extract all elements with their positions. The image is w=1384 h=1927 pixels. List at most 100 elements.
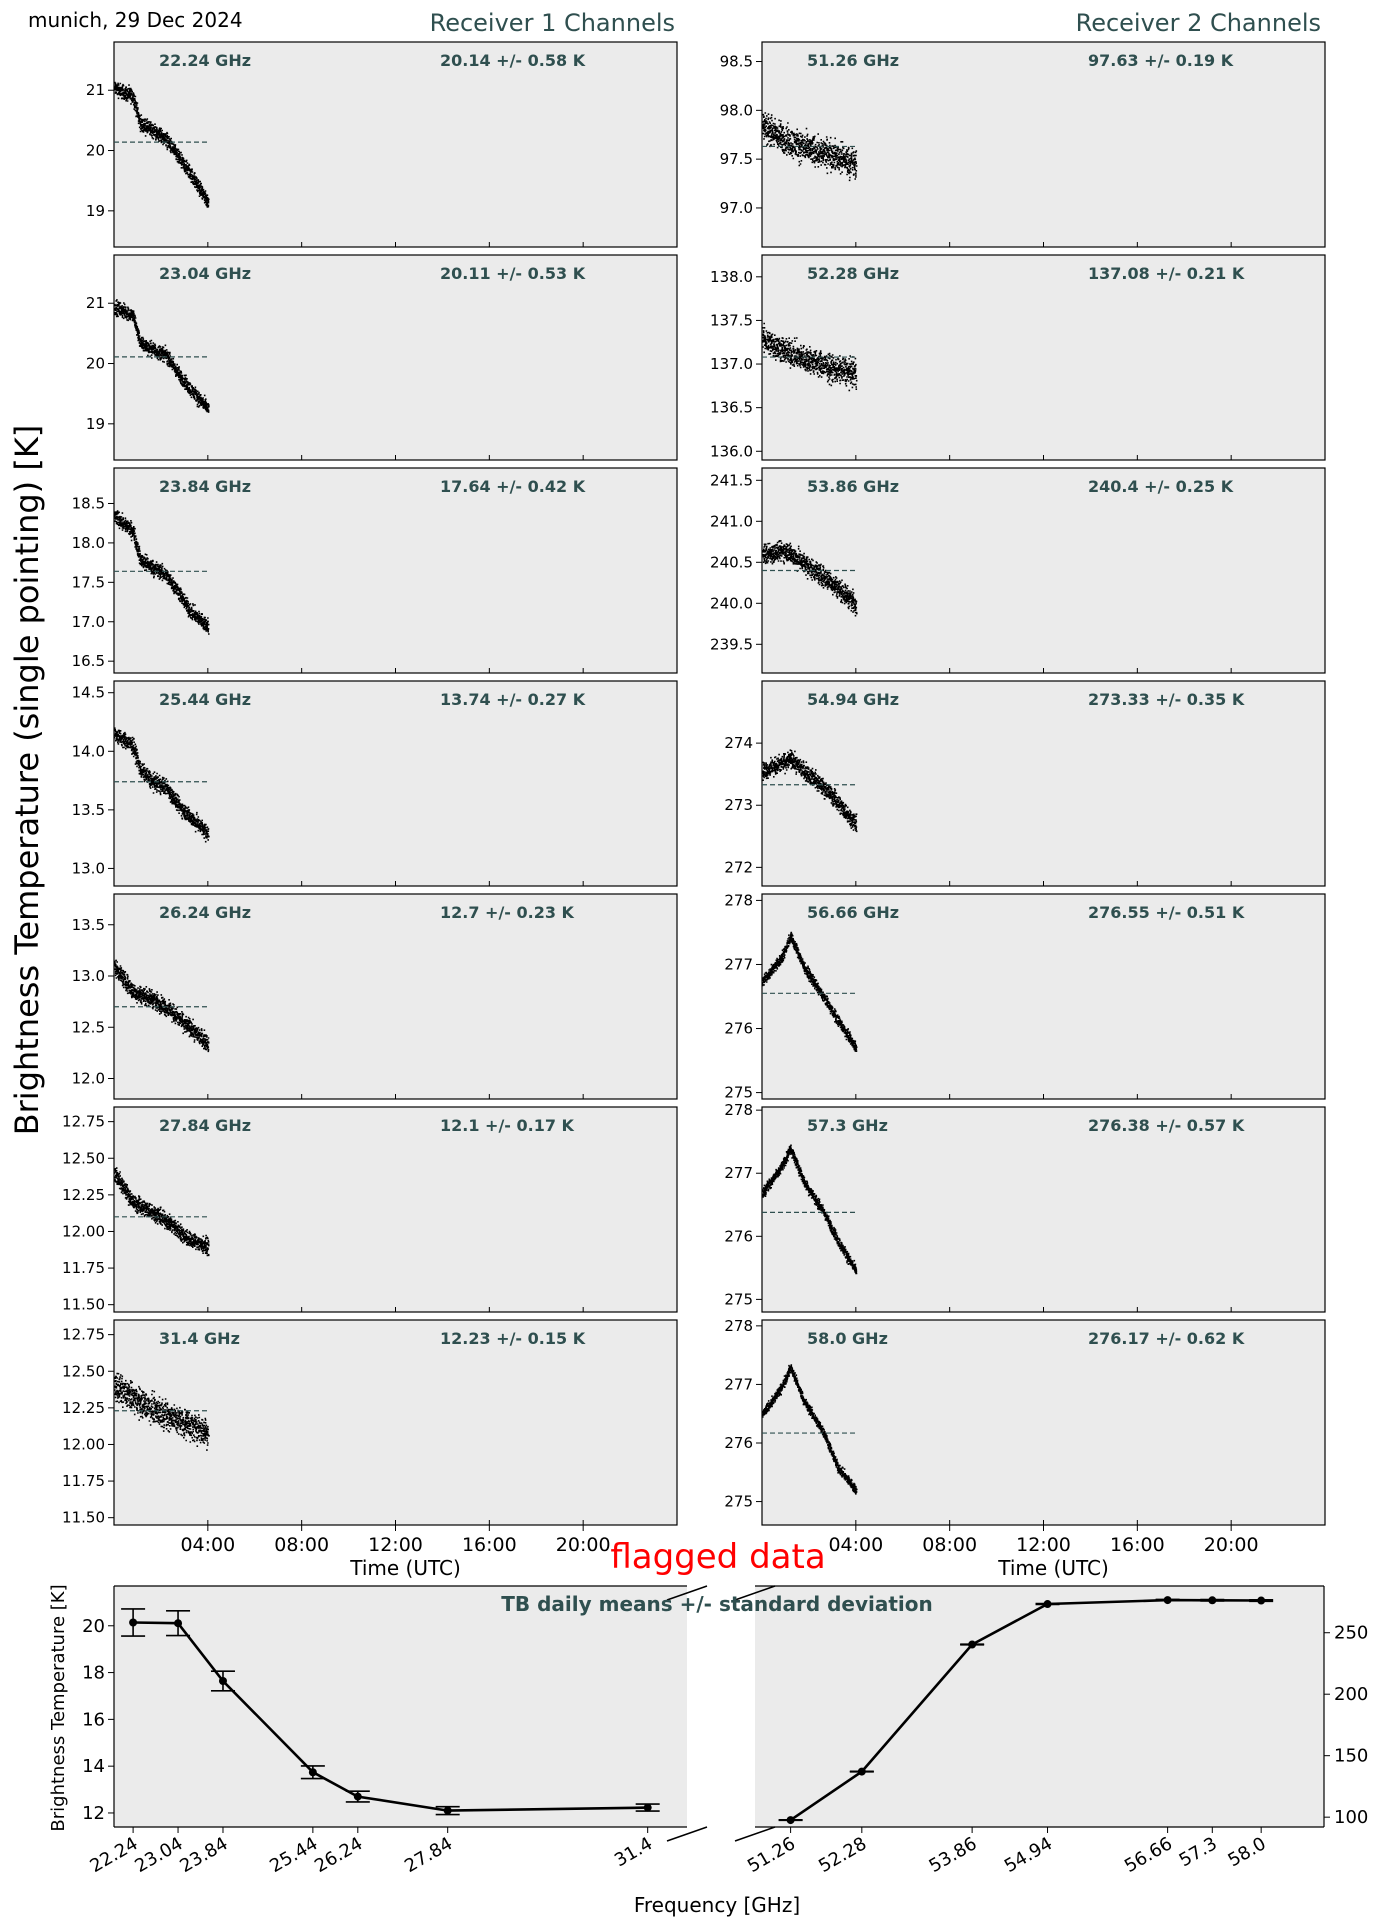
y-tick-label: 20 xyxy=(86,142,105,160)
scatter-points xyxy=(761,1144,858,1275)
summary-segment-1: 100 150 200 250 51.26 52.28 53.86 54.94 56.66 57.… xyxy=(744,1585,1368,1877)
y-tick-label: 277 xyxy=(724,1375,753,1393)
y-tick-label: 13.5 xyxy=(72,916,105,934)
y-tick-label: 11.75 xyxy=(62,1472,105,1490)
y-tick-label: 240.0 xyxy=(710,594,753,612)
panel-background xyxy=(761,680,1326,887)
axis-break-mark xyxy=(666,1585,708,1601)
y-tick-label: 12.00 xyxy=(62,1222,105,1240)
stats-label: 276.55 +/- 0.51 K xyxy=(1088,903,1245,922)
scatter-points xyxy=(761,931,858,1052)
stats-label: 12.7 +/- 0.23 K xyxy=(440,903,575,922)
y-tick-label: 97.0 xyxy=(720,199,753,217)
y-tick-label: 98.5 xyxy=(720,53,753,71)
mean-marker xyxy=(857,1767,866,1776)
panel-1-3: 272 273 274 54.94 GHz 273.33 +/- 0.35 K xyxy=(724,680,1326,887)
x-axis-0: 04:00 08:00 12:00 16:00 20:00 Time (UTC) xyxy=(180,1525,611,1580)
panel-0-0: 19 20 21 22.24 GHz 20.14 +/- 0.58 K xyxy=(86,41,678,248)
stats-label: 240.4 +/- 0.25 K xyxy=(1088,477,1234,496)
x-tick-label: 16:00 xyxy=(462,1534,517,1556)
y-tick-label: 272 xyxy=(724,858,753,876)
y-tick-label: 241.0 xyxy=(710,512,753,530)
flagged-data-label: flagged data xyxy=(610,1537,825,1577)
panel-background xyxy=(113,254,678,461)
stats-label: 276.38 +/- 0.57 K xyxy=(1088,1116,1245,1135)
panel-background xyxy=(113,893,678,1100)
y-tick-label: 136.0 xyxy=(710,442,753,460)
panel-1-6: 275 276 277 278 58.0 GHz 276.17 +/- 0.62 K xyxy=(724,1317,1326,1526)
x-tick-label: 20:00 xyxy=(556,1534,611,1556)
stats-label: 13.74 +/- 0.27 K xyxy=(440,690,586,709)
stats-label: 276.17 +/- 0.62 K xyxy=(1088,1329,1245,1348)
y-tick-label: 12.0 xyxy=(72,1070,105,1088)
scatter-points xyxy=(762,1364,858,1495)
x-tick-label: 23.84 xyxy=(176,1833,231,1877)
x-tick-label: 26.24 xyxy=(311,1833,366,1877)
x-tick-label: 16:00 xyxy=(1110,1534,1165,1556)
y-tick-label: 97.5 xyxy=(720,150,753,168)
y-tick-label: 19 xyxy=(86,202,105,220)
y-tick-label: 275 xyxy=(724,1084,753,1102)
x-tick-label: 20:00 xyxy=(1204,1534,1259,1556)
y-tick-label: 21 xyxy=(86,81,105,99)
summary-background xyxy=(114,1586,687,1827)
summary-background xyxy=(755,1586,1324,1827)
x-tick-label: 56.66 xyxy=(1121,1833,1176,1877)
y-tick-label: 250 xyxy=(1334,1623,1368,1644)
frequency-label: 57.3 GHz xyxy=(807,1116,888,1135)
scatter-points xyxy=(114,81,210,208)
y-tick-label: 240.5 xyxy=(710,553,753,571)
y-tick-label: 11.50 xyxy=(62,1509,105,1527)
mean-marker xyxy=(1043,1600,1052,1609)
stats-label: 17.64 +/- 0.42 K xyxy=(440,477,586,496)
y-tick-label: 276 xyxy=(724,1434,753,1452)
panel-background xyxy=(761,1106,1326,1313)
x-tick-label: 22.24 xyxy=(86,1833,141,1877)
x-tick-label: 23.04 xyxy=(131,1833,186,1877)
panel-background xyxy=(761,41,1326,248)
scatter-points xyxy=(113,1167,210,1257)
y-tick-label: 21 xyxy=(86,294,105,312)
scatter-points xyxy=(762,540,858,617)
frequency-label: 31.4 GHz xyxy=(159,1329,240,1348)
panel-0-2: 16.5 17.0 17.5 18.0 18.5 23.84 GHz 17.64 +/- 0… xyxy=(72,467,678,674)
stats-label: 137.08 +/- 0.21 K xyxy=(1088,264,1245,283)
y-tick-label: 14.5 xyxy=(72,684,105,702)
y-tick-label: 12.75 xyxy=(62,1326,105,1344)
summary-x-axis-label: Frequency [GHz] xyxy=(634,1893,800,1917)
panel-background xyxy=(761,467,1326,674)
mean-marker xyxy=(1257,1596,1266,1605)
scatter-points xyxy=(114,1372,210,1451)
y-tick-label: 277 xyxy=(724,955,753,973)
scatter-points xyxy=(113,510,210,635)
stats-label: 12.1 +/- 0.17 K xyxy=(440,1116,575,1135)
y-tick-label: 100 xyxy=(1334,1807,1368,1828)
x-tick-label: 52.28 xyxy=(815,1833,870,1877)
stats-label: 20.11 +/- 0.53 K xyxy=(440,264,586,283)
mean-marker xyxy=(218,1676,227,1685)
frequency-label: 54.94 GHz xyxy=(807,690,899,709)
y-tick-label: 18 xyxy=(82,1663,105,1684)
mean-marker xyxy=(174,1619,183,1628)
scatter-points xyxy=(113,727,210,843)
x-tick-label: 58.0 xyxy=(1224,1833,1269,1871)
frequency-label: 23.84 GHz xyxy=(159,477,251,496)
y-tick-label: 12.50 xyxy=(62,1149,105,1167)
axis-break-mark xyxy=(734,1585,776,1601)
y-tick-label: 277 xyxy=(724,1164,753,1182)
panel-background xyxy=(113,467,678,674)
scatter-points xyxy=(761,112,858,182)
panel-background xyxy=(761,254,1326,461)
mean-marker xyxy=(443,1806,452,1815)
y-tick-label: 278 xyxy=(724,891,753,909)
frequency-label: 22.24 GHz xyxy=(159,51,251,70)
stats-label: 20.14 +/- 0.58 K xyxy=(440,51,586,70)
axis-break-mark xyxy=(734,1826,776,1842)
panel-background xyxy=(113,680,678,887)
scatter-points xyxy=(761,749,858,833)
y-tick-label: 18.0 xyxy=(72,534,105,552)
x-tick-label: 53.86 xyxy=(925,1833,980,1877)
